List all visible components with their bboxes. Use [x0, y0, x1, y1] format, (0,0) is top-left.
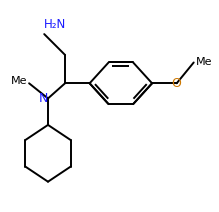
- Text: H₂N: H₂N: [44, 18, 67, 31]
- Text: Me: Me: [196, 57, 212, 67]
- Text: Me: Me: [11, 76, 27, 86]
- Text: O: O: [172, 77, 182, 90]
- Text: N: N: [39, 92, 48, 105]
